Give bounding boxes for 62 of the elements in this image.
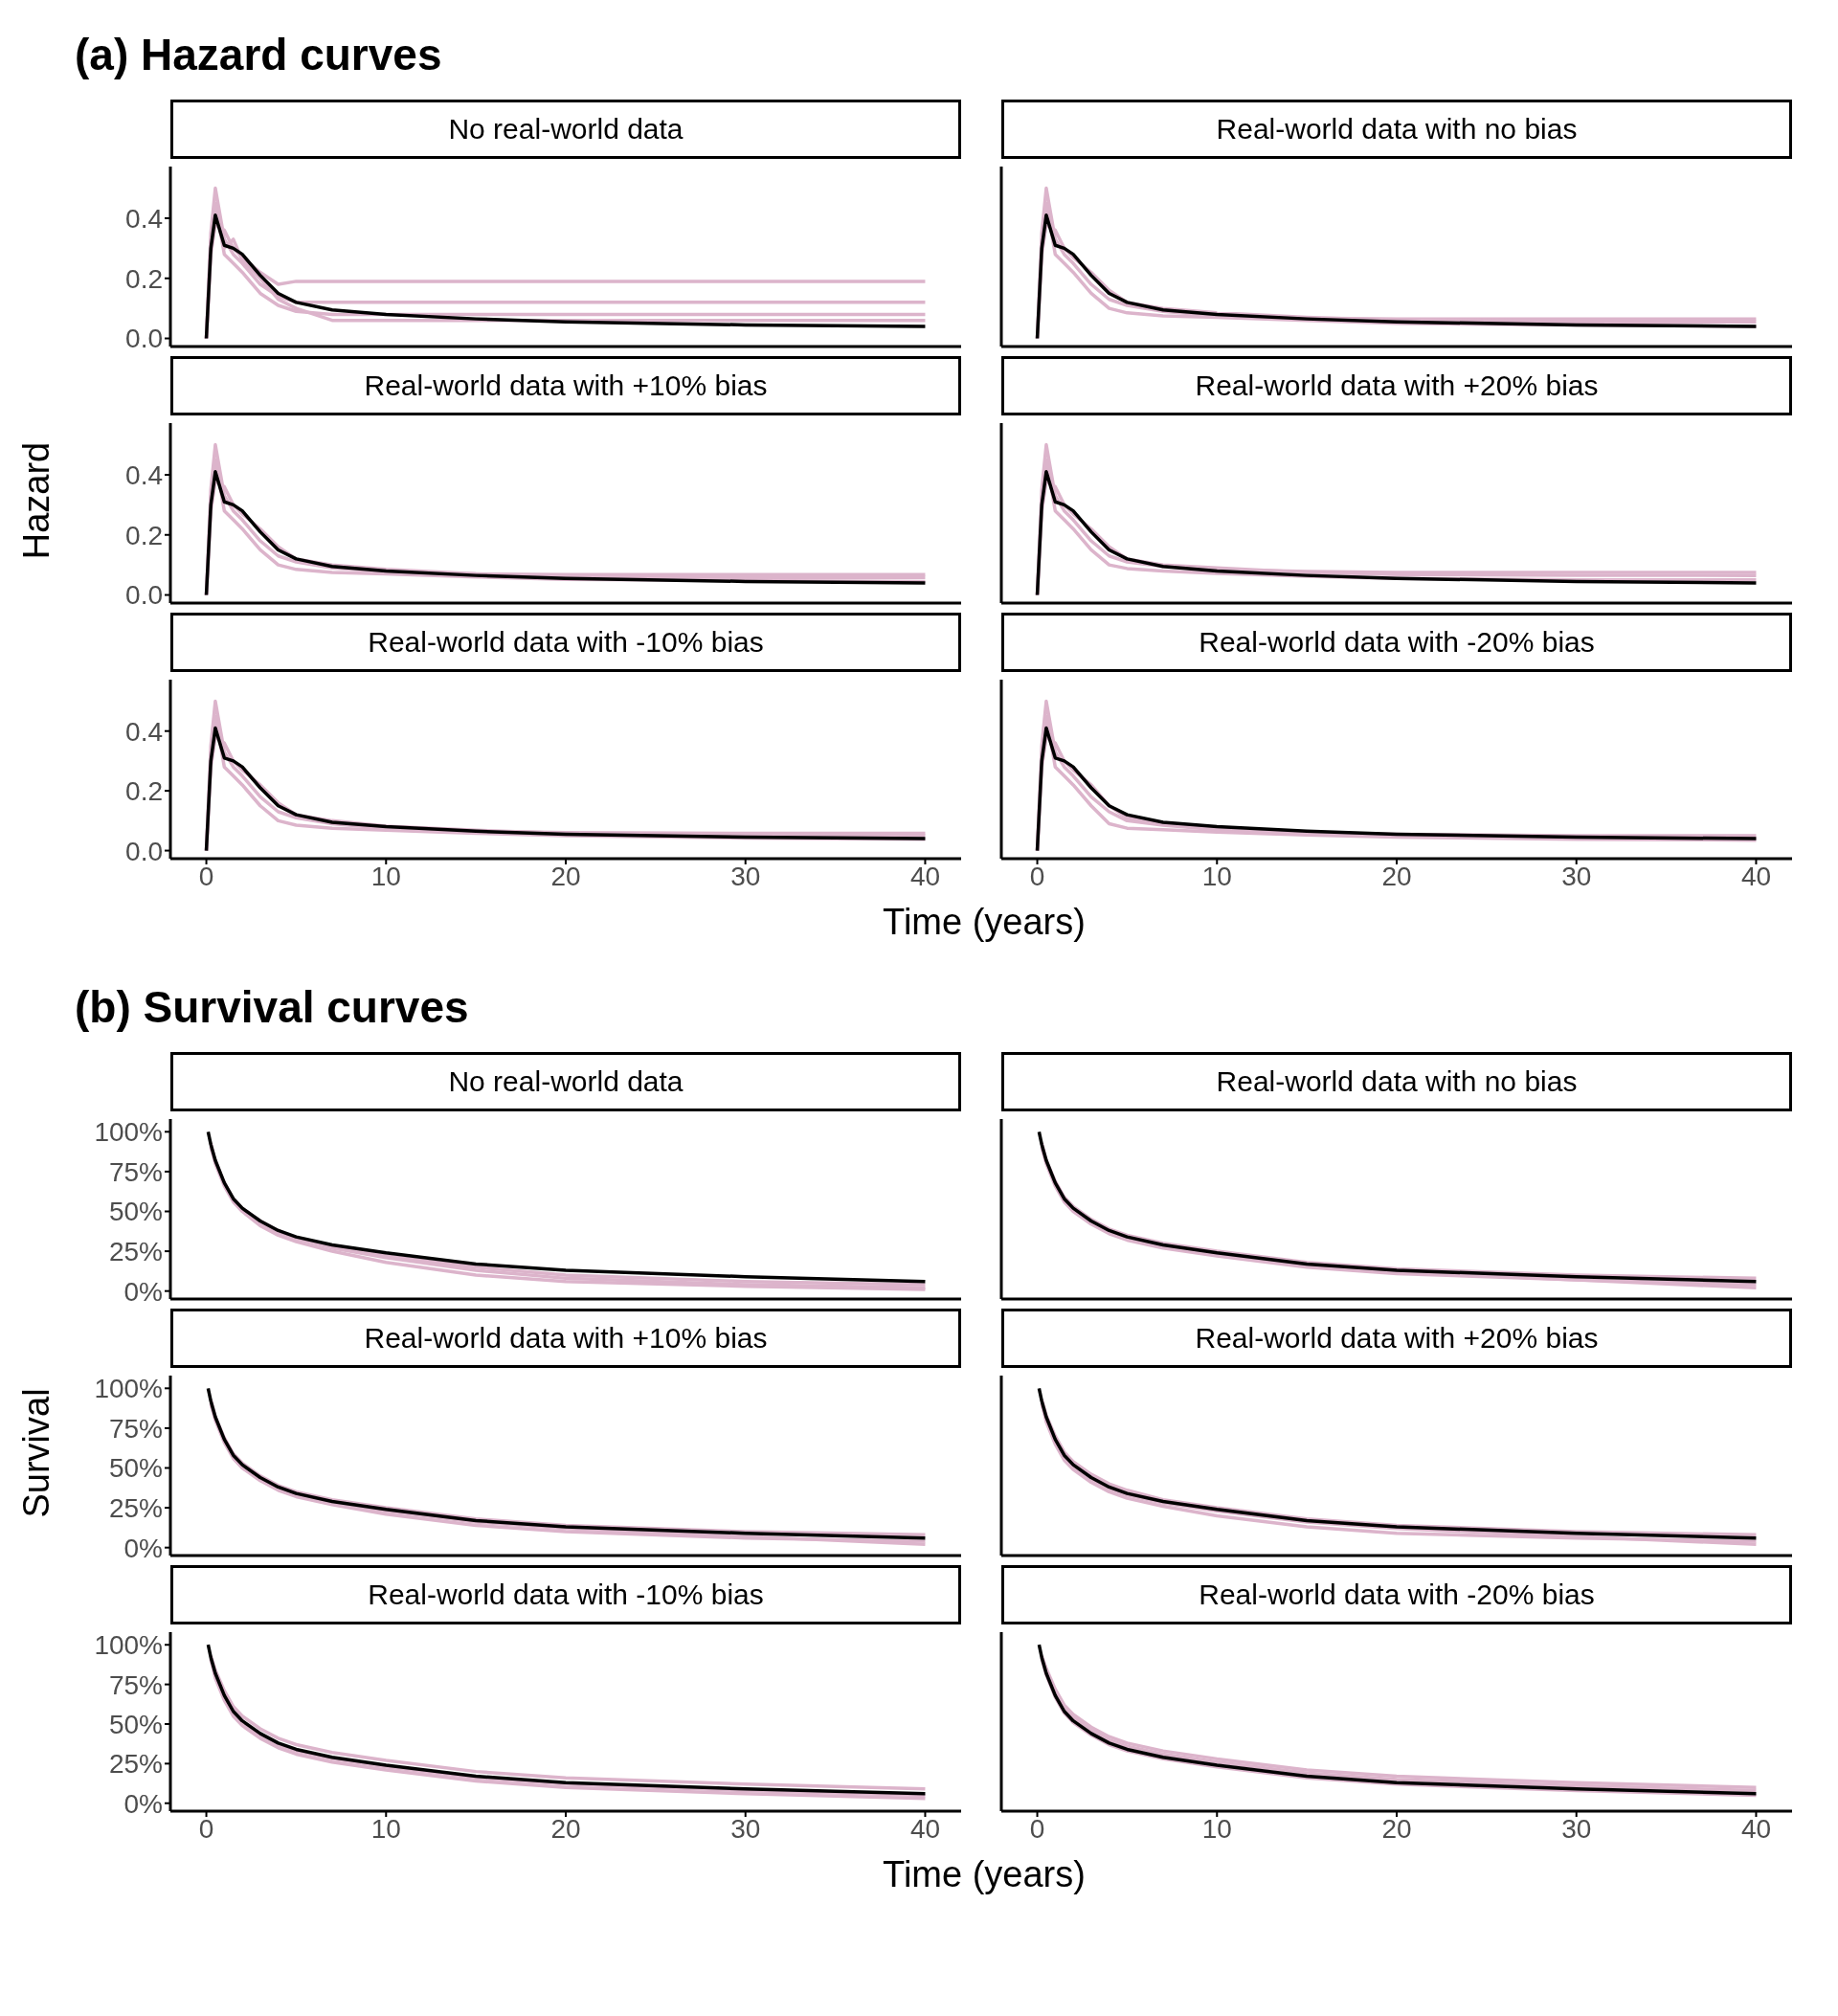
chart-subtitle: Real-world data with no bias (1001, 1052, 1792, 1111)
x-axis-title: Time (years) (882, 902, 1087, 943)
x-tick-label: 0 (198, 861, 214, 891)
x-tick-label: 20 (1381, 861, 1412, 891)
x-axis-title: Time (years) (882, 1854, 1087, 1895)
y-tick-label: 0.0 (125, 836, 163, 866)
y-tick-label: 25% (108, 1749, 163, 1780)
y-tick-label: 100% (94, 1630, 163, 1661)
chart-subtitle: No real-world data (170, 1052, 961, 1111)
x-tick-label: 10 (370, 1813, 401, 1844)
chart-subtitle: No real-world data (170, 100, 961, 159)
chart-subtitle: Real-world data with +10% bias (170, 356, 961, 415)
y-tick-label: 0% (123, 1788, 163, 1819)
x-tick-label: 10 (1201, 861, 1232, 891)
y-axis-title: Hazard (15, 441, 57, 560)
y-tick-label: 0.2 (125, 520, 163, 550)
y-tick-label: 0.2 (125, 263, 163, 294)
x-tick-label: 40 (909, 861, 941, 891)
y-tick-label: 0.4 (125, 459, 163, 490)
chart-subtitle: Real-world data with +20% bias (1001, 356, 1792, 415)
x-tick-label: 0 (1029, 861, 1045, 891)
y-tick-label: 25% (108, 1493, 163, 1524)
x-tick-label: 40 (909, 1813, 941, 1844)
x-tick-label: 20 (550, 861, 581, 891)
chart-subtitle: Real-world data with no bias (1001, 100, 1792, 159)
x-tick-label: 20 (550, 1813, 581, 1844)
chart-title: (a) Hazard curves (75, 29, 443, 80)
x-tick-label: 0 (198, 1813, 214, 1844)
y-tick-label: 25% (108, 1237, 163, 1267)
y-tick-label: 0% (123, 1533, 163, 1563)
x-tick-label: 10 (1201, 1813, 1232, 1844)
chart-subtitle: Real-world data with -10% bias (170, 1565, 961, 1624)
chart-subtitle: Real-world data with +20% bias (1001, 1309, 1792, 1368)
x-tick-label: 30 (1561, 1813, 1592, 1844)
chart-title: (b) Survival curves (75, 981, 470, 1033)
chart-subtitle: Real-world data with +10% bias (170, 1309, 961, 1368)
y-tick-label: 50% (108, 1709, 163, 1739)
x-tick-label: 20 (1381, 1813, 1412, 1844)
x-tick-label: 30 (1561, 861, 1592, 891)
x-tick-label: 30 (730, 861, 761, 891)
chart-subtitle: Real-world data with -10% bias (170, 613, 961, 672)
y-tick-label: 0.0 (125, 324, 163, 354)
y-tick-label: 0.4 (125, 203, 163, 234)
y-tick-label: 75% (108, 1156, 163, 1187)
x-tick-label: 0 (1029, 1813, 1045, 1844)
x-tick-label: 30 (730, 1813, 761, 1844)
x-tick-label: 40 (1740, 861, 1772, 891)
y-tick-label: 50% (108, 1197, 163, 1227)
chart-subtitle: Real-world data with -20% bias (1001, 613, 1792, 672)
y-tick-label: 75% (108, 1669, 163, 1700)
y-axis-title: Survival (15, 1388, 57, 1518)
x-tick-label: 40 (1740, 1813, 1772, 1844)
y-tick-label: 0.0 (125, 580, 163, 611)
y-tick-label: 100% (94, 1117, 163, 1148)
y-tick-label: 100% (94, 1374, 163, 1404)
y-tick-label: 0.4 (125, 716, 163, 747)
y-tick-label: 75% (108, 1413, 163, 1444)
x-tick-label: 10 (370, 861, 401, 891)
chart-subtitle: Real-world data with -20% bias (1001, 1565, 1792, 1624)
y-tick-label: 0.2 (125, 776, 163, 807)
y-tick-label: 0% (123, 1276, 163, 1307)
y-tick-label: 50% (108, 1453, 163, 1484)
